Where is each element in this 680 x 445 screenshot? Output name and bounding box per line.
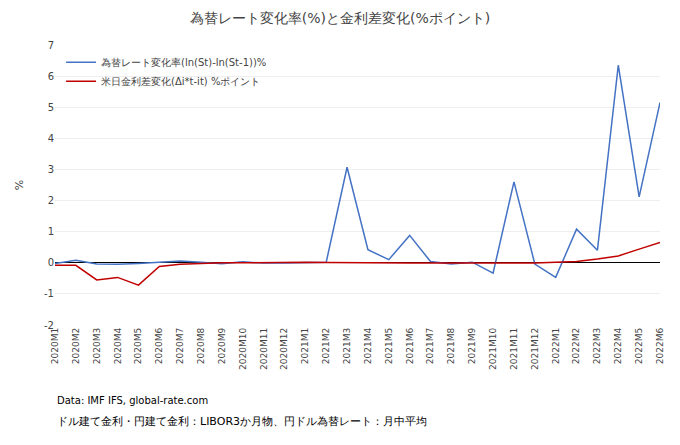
svg-text:2: 2 (48, 195, 54, 206)
svg-text:2020M1: 2020M1 (50, 328, 60, 364)
svg-text:2021M9: 2021M9 (467, 328, 477, 365)
svg-text:2021M6: 2021M6 (405, 328, 415, 365)
svg-text:2022M6: 2022M6 (655, 328, 665, 365)
svg-text:1: 1 (48, 226, 54, 237)
svg-text:3: 3 (48, 164, 54, 175)
svg-text:2022M3: 2022M3 (592, 328, 602, 364)
svg-text:2020M5: 2020M5 (133, 328, 143, 364)
svg-text:2021M3: 2021M3 (342, 328, 352, 364)
svg-text:2022M5: 2022M5 (634, 328, 644, 364)
svg-text:2020M9: 2020M9 (217, 328, 227, 365)
svg-text:%: % (13, 180, 26, 190)
svg-text:2022M1: 2022M1 (551, 328, 561, 364)
svg-text:2020M12: 2020M12 (279, 328, 289, 370)
svg-text:2021M8: 2021M8 (446, 328, 456, 365)
svg-text:2021M10: 2021M10 (488, 328, 498, 370)
svg-text:2021M12: 2021M12 (530, 328, 540, 370)
svg-text:2021M7: 2021M7 (425, 328, 435, 364)
svg-text:2020M8: 2020M8 (196, 328, 206, 365)
svg-text:2020M3: 2020M3 (92, 328, 102, 364)
svg-text:2021M11: 2021M11 (509, 328, 519, 370)
svg-text:為替レート変化率(ln(St)-ln(St-1))%: 為替レート変化率(ln(St)-ln(St-1))% (101, 57, 266, 68)
svg-text:為替レート変化率(%)と金利差変化(%ポイント): 為替レート変化率(%)と金利差変化(%ポイント) (190, 10, 490, 26)
svg-text:4: 4 (48, 133, 54, 144)
svg-text:米日金利差変化(Δi*t-it) %ポイント: 米日金利差変化(Δi*t-it) %ポイント (101, 76, 260, 87)
svg-text:2020M11: 2020M11 (259, 328, 269, 370)
svg-text:6: 6 (48, 71, 54, 82)
svg-text:0: 0 (48, 257, 54, 268)
svg-text:2020M10: 2020M10 (238, 328, 248, 370)
svg-text:2020M2: 2020M2 (71, 328, 81, 364)
svg-text:2021M4: 2021M4 (363, 328, 373, 365)
svg-text:2020M4: 2020M4 (113, 328, 123, 365)
svg-text:2022M2: 2022M2 (571, 328, 581, 364)
svg-text:-1: -1 (44, 288, 54, 299)
svg-text:2020M6: 2020M6 (154, 328, 164, 365)
svg-text:Data: IMF IFS, global-rate.com: Data: IMF IFS, global-rate.com (57, 395, 208, 406)
svg-text:2021M1: 2021M1 (300, 328, 310, 364)
svg-text:2022M4: 2022M4 (613, 328, 623, 365)
svg-text:2021M5: 2021M5 (384, 328, 394, 364)
svg-text:2020M7: 2020M7 (175, 328, 185, 364)
svg-text:-2: -2 (44, 320, 54, 331)
svg-text:7: 7 (48, 40, 54, 51)
svg-text:2021M2: 2021M2 (321, 328, 331, 364)
svg-text:5: 5 (48, 102, 54, 113)
svg-text:ドル建て金利・円建て金利：LIBOR3か月物、円ドル為替レー: ドル建て金利・円建て金利：LIBOR3か月物、円ドル為替レート：月中平均 (57, 415, 427, 428)
